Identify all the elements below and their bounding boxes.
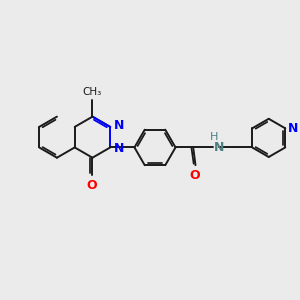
Text: O: O xyxy=(190,169,200,182)
Text: N: N xyxy=(287,122,298,135)
Text: N: N xyxy=(114,142,124,155)
Text: N: N xyxy=(214,141,225,154)
Text: CH₃: CH₃ xyxy=(83,87,102,97)
Text: O: O xyxy=(87,179,97,192)
Text: H: H xyxy=(210,132,218,142)
Text: N: N xyxy=(114,119,124,132)
